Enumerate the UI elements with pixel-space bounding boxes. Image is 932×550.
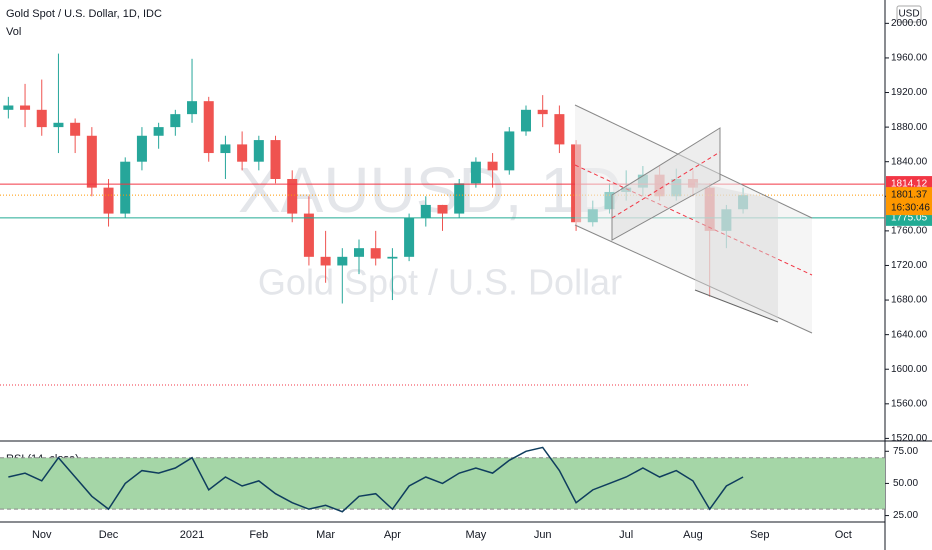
candle-body xyxy=(370,248,381,259)
subtitle: Vol xyxy=(6,26,21,38)
candle-body xyxy=(487,161,498,171)
candle-body xyxy=(153,127,164,136)
candle-body xyxy=(36,109,47,128)
x-tick-label: Mar xyxy=(316,529,335,541)
candle-body xyxy=(220,144,231,154)
candle-body xyxy=(420,204,431,218)
candle-body xyxy=(86,135,97,188)
y-tick-label: 1920.00 xyxy=(891,87,928,98)
x-tick-label: Nov xyxy=(32,529,52,541)
candle-body xyxy=(470,161,481,184)
last-price-label: 1801.37 xyxy=(891,190,928,201)
candle-body xyxy=(303,213,314,257)
candle-body xyxy=(53,122,64,128)
currency[interactable]: USD xyxy=(898,9,919,20)
candle-body xyxy=(20,105,31,110)
candle-body xyxy=(187,101,198,115)
candle-body xyxy=(404,217,415,257)
x-tick-label: Apr xyxy=(384,529,401,541)
candle-body xyxy=(203,101,214,154)
y-tick-label: 1840.00 xyxy=(891,156,928,167)
y-tick-label: 50.00 xyxy=(893,478,918,489)
candle-body xyxy=(320,256,331,266)
x-tick-label: 2021 xyxy=(180,529,204,541)
last-price-box xyxy=(886,187,932,216)
price-label: 1775.05 xyxy=(891,213,928,224)
x-tick-label: Sep xyxy=(750,529,770,541)
y-tick-label: 1760.00 xyxy=(891,226,928,237)
y-tick-label: 25.00 xyxy=(893,510,918,521)
candle-body xyxy=(270,140,281,179)
y-tick-label: 1720.00 xyxy=(891,260,928,271)
y-tick-label: 1960.00 xyxy=(891,53,928,64)
rsi-line xyxy=(8,446,744,513)
candle-body xyxy=(504,131,515,171)
candle-body xyxy=(103,187,114,214)
y-tick-label: 1880.00 xyxy=(891,122,928,133)
candle-body xyxy=(136,135,147,162)
candle-body xyxy=(354,248,365,257)
candle-body xyxy=(554,114,565,145)
candle-body xyxy=(70,122,81,136)
x-tick-label: Feb xyxy=(249,529,268,541)
x-tick-label: Oct xyxy=(835,529,852,541)
candle-body xyxy=(337,256,348,266)
x-tick-label: May xyxy=(466,529,487,541)
y-tick-label: 1640.00 xyxy=(891,329,928,340)
candle-body xyxy=(387,256,398,259)
candle-body xyxy=(520,109,531,132)
y-tick-label: 2000.00 xyxy=(891,18,928,29)
x-tick-label: Jul xyxy=(619,529,633,541)
y-tick-label: 1600.00 xyxy=(891,364,928,375)
price-label: 1814.12 xyxy=(891,179,928,190)
candle-body xyxy=(253,140,264,162)
candle-body xyxy=(120,161,131,214)
x-tick-label: Jun xyxy=(534,529,552,541)
x-tick-label: Aug xyxy=(683,529,703,541)
y-tick-label: 1520.00 xyxy=(891,433,928,444)
chart-title: Gold Spot / U.S. Dollar, 1D, IDC xyxy=(6,8,162,20)
candle-body xyxy=(287,178,298,214)
watermark-subtitle: Gold Spot / U.S. Dollar xyxy=(258,262,622,303)
candle-body xyxy=(454,183,465,214)
candle-body xyxy=(3,105,14,110)
y-tick-label: 75.00 xyxy=(893,446,918,457)
x-tick-label: Dec xyxy=(99,529,119,541)
y-tick-label: 1560.00 xyxy=(891,398,928,409)
candle-body xyxy=(537,109,548,115)
y-tick-label: 1680.00 xyxy=(891,295,928,306)
currency-box[interactable] xyxy=(896,5,922,23)
channel-drawing xyxy=(0,104,813,386)
candle-body xyxy=(170,114,181,128)
candle-body xyxy=(237,144,248,162)
countdown: 16:30:46 xyxy=(891,203,930,214)
candle-body xyxy=(437,204,448,214)
